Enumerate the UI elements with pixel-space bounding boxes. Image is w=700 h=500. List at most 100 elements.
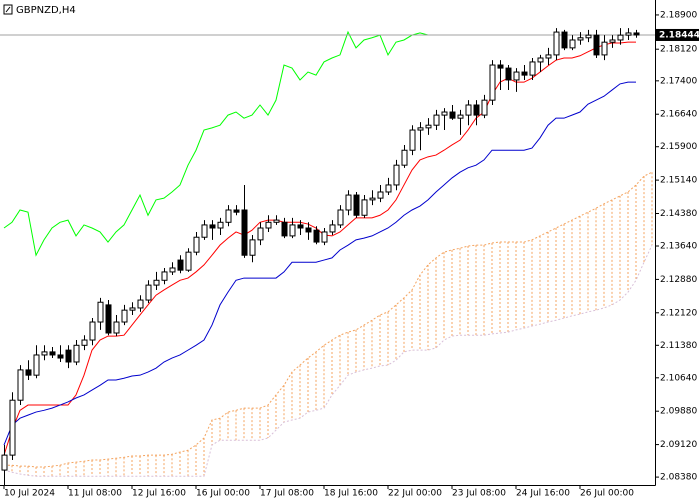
candle-body bbox=[601, 41, 608, 56]
candle-body bbox=[321, 231, 328, 243]
candle-body bbox=[25, 369, 32, 376]
candle-body bbox=[481, 99, 488, 116]
candle-body bbox=[505, 67, 512, 81]
candle-body bbox=[425, 124, 432, 129]
candle-body bbox=[473, 104, 480, 116]
indicator-line bbox=[3, 41, 636, 456]
candle-body bbox=[81, 339, 88, 346]
candle-body bbox=[73, 344, 80, 363]
y-tick-label: 2.09880 bbox=[660, 407, 697, 417]
span-a-line bbox=[4, 171, 653, 468]
candle-body bbox=[361, 199, 368, 216]
x-tick-label: 18 Jul 16:00 bbox=[324, 489, 378, 499]
candle-body bbox=[225, 209, 232, 223]
candle-body bbox=[177, 259, 184, 271]
y-tick-label: 2.18900 bbox=[660, 10, 697, 20]
candle-body bbox=[313, 229, 320, 243]
x-tick-label: 24 Jul 16:00 bbox=[516, 489, 570, 499]
candle-body bbox=[273, 219, 280, 223]
y-tick-label: 2.15140 bbox=[660, 176, 697, 186]
indicator-line bbox=[3, 30, 429, 257]
candle-body bbox=[217, 221, 224, 229]
candle-body bbox=[385, 184, 392, 193]
x-tick-label: 17 Jul 08:00 bbox=[260, 489, 314, 499]
candle-body bbox=[113, 321, 120, 334]
candle-body bbox=[89, 321, 96, 341]
candle-body bbox=[201, 224, 208, 238]
candle-body bbox=[489, 64, 496, 101]
candle-body bbox=[433, 114, 440, 126]
candle-body bbox=[465, 104, 472, 116]
candle-body bbox=[513, 71, 520, 81]
candle-body bbox=[121, 309, 128, 323]
candle-body bbox=[353, 194, 360, 216]
candle-body bbox=[9, 399, 16, 456]
candle-body bbox=[161, 271, 168, 281]
price-label: 2.18444 bbox=[659, 30, 700, 40]
candle-body bbox=[409, 129, 416, 151]
plot-area bbox=[0, 28, 655, 485]
candle-body bbox=[393, 164, 400, 186]
candle-body bbox=[457, 114, 464, 119]
candle-body bbox=[129, 307, 136, 311]
title-icon-stroke bbox=[5, 6, 11, 13]
candle-body bbox=[41, 351, 48, 356]
candle-body bbox=[105, 304, 112, 334]
y-tick-label: 2.15900 bbox=[660, 142, 697, 152]
candle-body bbox=[337, 209, 344, 226]
candle-body bbox=[289, 224, 296, 237]
candle-body bbox=[585, 34, 592, 39]
candle-body bbox=[65, 349, 72, 363]
candle-body bbox=[545, 54, 552, 59]
x-tick-label: 23 Jul 08:00 bbox=[452, 489, 506, 499]
candle-body bbox=[249, 239, 256, 256]
x-tick-label: 16 Jul 00:00 bbox=[196, 489, 250, 499]
y-tick-label: 2.17400 bbox=[660, 76, 697, 86]
candle-body bbox=[441, 111, 448, 116]
candle-body bbox=[233, 209, 240, 213]
y-tick-label: 2.11380 bbox=[660, 341, 697, 351]
candle-body bbox=[169, 267, 176, 273]
candle-body bbox=[49, 351, 56, 356]
candle-body bbox=[553, 31, 560, 56]
chart-title: GBPNZD,H4 bbox=[16, 5, 76, 16]
y-tick-label: 2.09120 bbox=[660, 440, 697, 450]
candle-body bbox=[617, 34, 624, 41]
candle-body bbox=[137, 299, 144, 309]
candle-body bbox=[521, 71, 528, 76]
y-tick-label: 2.14380 bbox=[660, 209, 697, 219]
indicator-line bbox=[3, 81, 636, 446]
candle-body bbox=[577, 37, 584, 41]
y-tick-label: 2.08380 bbox=[660, 473, 697, 483]
candle-body bbox=[593, 34, 600, 56]
candle-body bbox=[209, 224, 216, 229]
candle-body bbox=[153, 279, 160, 286]
candle-body bbox=[625, 32, 632, 36]
candle-body bbox=[449, 111, 456, 119]
candle-body bbox=[401, 149, 408, 166]
y-tick-label: 2.10640 bbox=[660, 373, 697, 383]
x-tick-label: 10 Jul 2024 bbox=[4, 489, 55, 499]
y-tick-label: 2.13640 bbox=[660, 242, 697, 252]
candle-body bbox=[1, 454, 8, 471]
x-tick-label: 22 Jul 00:00 bbox=[388, 489, 442, 499]
y-tick-label: 2.12120 bbox=[660, 308, 697, 318]
candle-body bbox=[305, 227, 312, 233]
candle-body bbox=[185, 251, 192, 271]
candle-body bbox=[529, 61, 536, 76]
candle-body bbox=[609, 39, 616, 43]
candle-body bbox=[417, 127, 424, 131]
candle-body bbox=[265, 221, 272, 229]
candle-body bbox=[329, 224, 336, 233]
candle-body bbox=[377, 191, 384, 199]
candle-body bbox=[537, 57, 544, 63]
x-tick-label: 26 Jul 00:00 bbox=[580, 489, 634, 499]
candle-body bbox=[297, 224, 304, 229]
candle-body bbox=[561, 31, 568, 49]
candle-body bbox=[257, 227, 264, 241]
x-tick-label: 11 Jul 08:00 bbox=[68, 489, 122, 499]
candle-body bbox=[145, 284, 152, 301]
